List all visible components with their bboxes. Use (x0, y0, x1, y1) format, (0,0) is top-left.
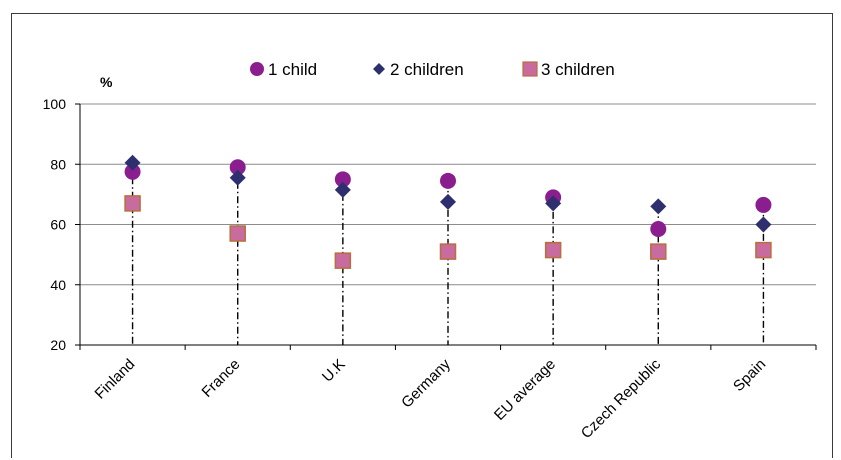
y-tick-label: 20 (50, 337, 66, 353)
marker-2-children (440, 193, 456, 210)
x-tick-label: Germany (398, 355, 454, 411)
marker-2-children (124, 154, 141, 171)
legend-swatch-3-children (522, 61, 538, 77)
marker-3-children (229, 225, 246, 242)
tick-labels: 20 40 60 80 100 Finland France U.K Germany EU ave… (43, 96, 770, 442)
marker-3-children (124, 195, 141, 212)
marker-3-children (650, 243, 667, 260)
y-tick-label: 80 (50, 156, 66, 172)
y-tick-label: 40 (50, 277, 66, 293)
marker-3-children (544, 241, 562, 259)
y-unit-label: % (100, 74, 113, 90)
legend: 1 child 2 children 3 children (250, 60, 615, 79)
marker-1-child (440, 172, 456, 189)
y-tick-label: 60 (50, 217, 66, 233)
marker-1-child (650, 221, 667, 238)
marker-2-children (755, 216, 772, 233)
marker-1-child (755, 196, 772, 213)
marker-2-children (229, 169, 246, 186)
marker-3-children (439, 243, 457, 260)
x-tick-label: Czech Republic (578, 355, 665, 442)
x-tick-label: EU average (491, 356, 559, 424)
legend-label-3-children: 3 children (541, 60, 615, 79)
marker-1-child (124, 163, 141, 180)
marker-2-children (545, 195, 562, 212)
marker-2-children (650, 198, 667, 215)
chart-frame (11, 13, 833, 458)
legend-swatch-2-children (373, 63, 385, 75)
marker-3-children (755, 241, 772, 259)
legend-swatch-1-child (250, 62, 264, 76)
data-marks (124, 154, 772, 269)
legend-label-1-child: 1 child (268, 60, 317, 79)
marker-3-children (334, 252, 352, 269)
x-tick-label: Spain (730, 356, 769, 395)
x-tick-label: Finland (92, 356, 139, 403)
axes (75, 103, 817, 350)
x-tick-label: France (199, 356, 244, 401)
marker-1-child (229, 159, 246, 176)
x-tick-label: U.K (319, 356, 349, 386)
marker-1-child (334, 171, 351, 188)
legend-label-2-children: 2 children (390, 60, 464, 79)
marker-2-children (334, 181, 351, 198)
y-tick-label: 100 (43, 96, 67, 112)
